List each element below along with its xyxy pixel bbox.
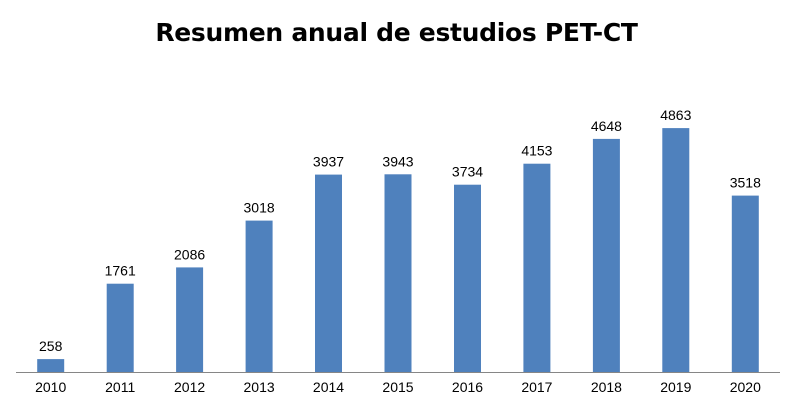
bar-2012 [176, 267, 204, 372]
bar-2015 [384, 174, 412, 372]
bar-2017 [523, 163, 551, 372]
data-label-2015: 3943 [382, 153, 413, 169]
bar-2019 [662, 128, 690, 372]
data-label-2020: 3518 [730, 175, 761, 191]
chart-title: Resumen anual de estudios PET-CT [155, 18, 638, 47]
data-label-2010: 258 [39, 338, 63, 354]
data-label-2014: 3937 [313, 154, 344, 170]
data-label-2011: 1761 [105, 263, 136, 279]
bar-2016 [454, 184, 481, 372]
data-label-2017: 4153 [521, 143, 552, 159]
x-tick-label-2015: 2015 [382, 379, 413, 395]
x-tick-label-2019: 2019 [660, 379, 691, 395]
bar-2011 [106, 283, 134, 372]
x-tick-label-2012: 2012 [174, 379, 205, 395]
data-label-2019: 4863 [660, 107, 691, 123]
data-label-2018: 4648 [591, 118, 622, 134]
x-tick-label-2020: 2020 [730, 379, 761, 395]
x-tick-labels-group: 2010 2011 2012 2013 2014 2015 2016 2017 2018 2019… [35, 379, 761, 395]
x-tick-label-2016: 2016 [452, 379, 483, 395]
bar-labels-group: 258 1761 2086 3018 3937 3943 3734 4153 4648 4863 3… [39, 107, 761, 354]
bar-2020 [731, 195, 759, 372]
bar-2018 [592, 138, 620, 372]
x-tick-label-2010: 2010 [35, 379, 66, 395]
data-label-2013: 3018 [244, 200, 275, 216]
bar-2013 [245, 220, 273, 372]
x-tick-label-2013: 2013 [244, 379, 275, 395]
x-tick-label-2017: 2017 [521, 379, 552, 395]
x-tick-label-2018: 2018 [591, 379, 622, 395]
data-label-2012: 2086 [174, 246, 205, 262]
bar-2010 [37, 359, 65, 372]
bars-group [37, 128, 759, 372]
x-tick-label-2014: 2014 [313, 379, 344, 395]
x-tick-label-2011: 2011 [105, 379, 135, 395]
bar-2014 [315, 174, 342, 372]
data-label-2016: 3734 [452, 164, 483, 180]
